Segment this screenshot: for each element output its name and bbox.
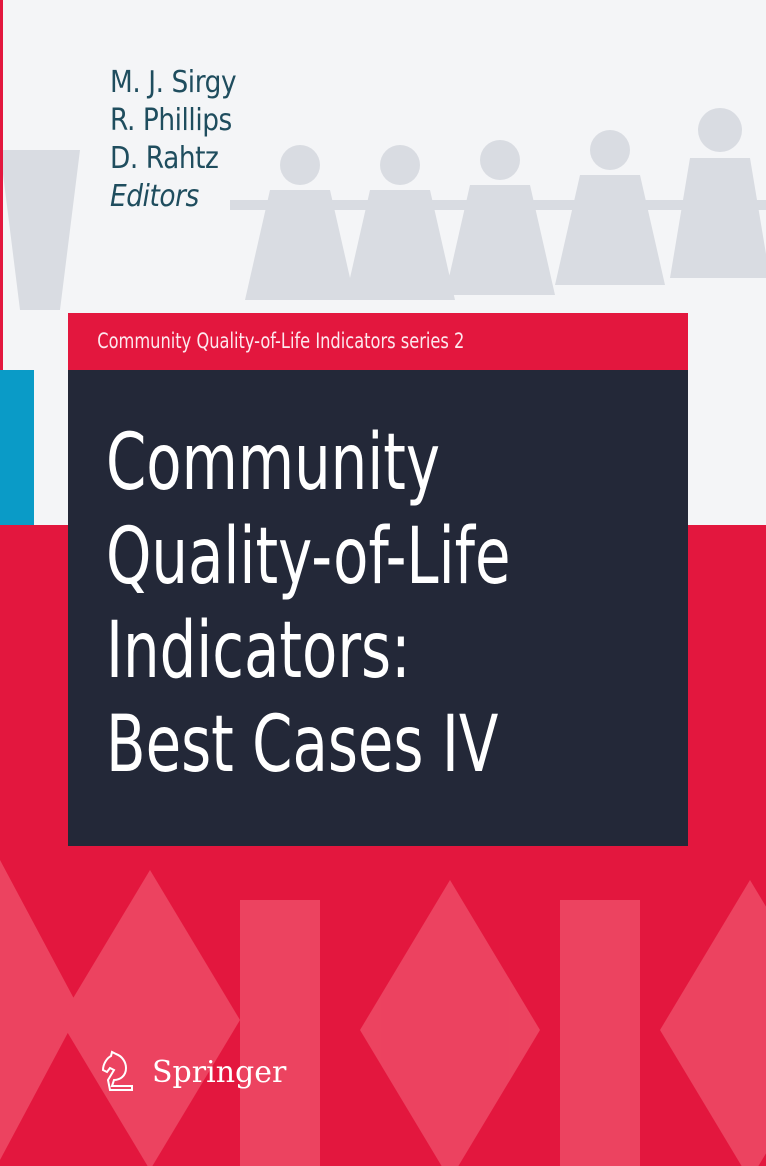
author-name: D. Rahtz [110, 141, 219, 176]
series-title: Community Quality-of-Life Indicators ser… [97, 329, 465, 353]
title-line: Quality-of-Life [106, 512, 511, 602]
springer-horse-icon [101, 1050, 133, 1091]
title-line: Indicators: [106, 606, 411, 696]
title-line: Best Cases IV [106, 700, 499, 790]
author-name: R. Phillips [110, 103, 232, 138]
blue-accent-bar [0, 370, 34, 525]
title-line: Community [106, 418, 441, 508]
book-title: Community Quality-of-Life Indicators: Be… [106, 416, 510, 792]
author-name: M. J. Sirgy [110, 65, 237, 100]
title-box: Community Quality-of-Life Indicators: Be… [68, 370, 688, 846]
publisher-logo: Springer [100, 1050, 286, 1094]
publisher-name: Springer [152, 1054, 287, 1090]
editors-label: Editors [110, 179, 199, 214]
editors-block: M. J. Sirgy R. Phillips D. Rahtz Editors [110, 64, 237, 216]
left-edge-stripe [0, 0, 3, 525]
series-banner: Community Quality-of-Life Indicators ser… [68, 313, 688, 370]
